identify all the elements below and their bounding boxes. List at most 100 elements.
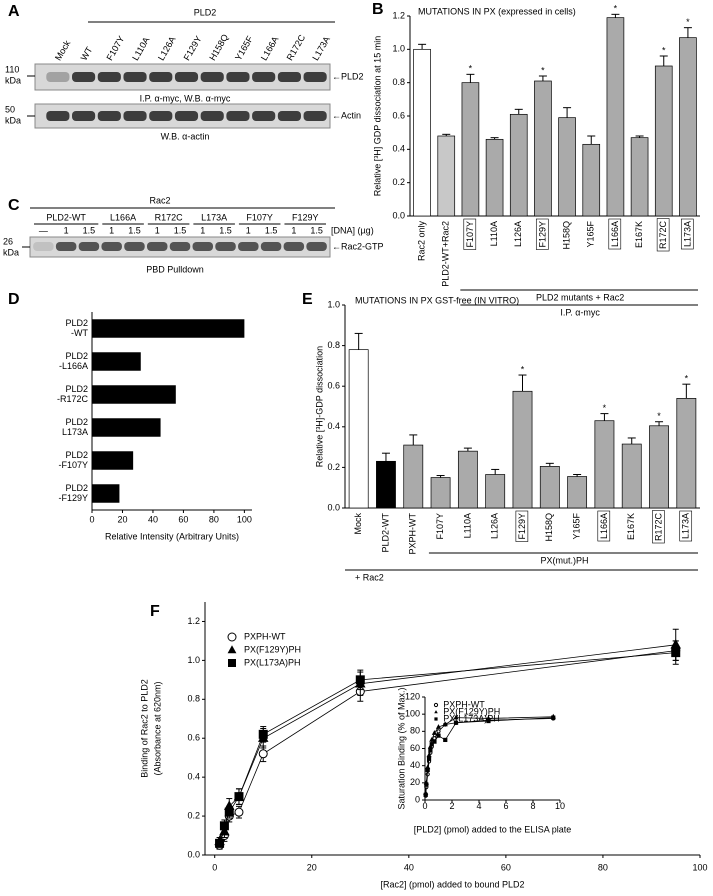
error-bar — [518, 374, 527, 392]
lane-label: Mock — [53, 38, 73, 62]
blot-header: PLD2 — [194, 7, 217, 17]
significance-marker: * — [521, 364, 525, 374]
y-tick-label: 0.4 — [327, 421, 340, 431]
point — [432, 739, 437, 744]
x-tick-label: 0 — [89, 514, 94, 524]
error-bar — [436, 475, 445, 478]
bar — [679, 37, 697, 217]
point — [671, 648, 681, 658]
bar — [582, 143, 601, 217]
error-bar — [563, 107, 572, 118]
band — [146, 242, 168, 251]
point — [424, 782, 429, 787]
y-tick-label: 0.2 — [327, 462, 340, 472]
y-tick-label: 1.0 — [327, 299, 340, 309]
mw-marker: 110 — [5, 64, 19, 74]
lane-label: R172C — [285, 32, 308, 62]
bar — [92, 319, 245, 338]
bar — [539, 466, 560, 509]
mw-marker: kDa — [3, 247, 19, 257]
band — [72, 111, 96, 121]
y-tick-label: 1.0 — [392, 44, 405, 54]
error-bar — [682, 383, 691, 399]
point — [442, 721, 448, 727]
y-tick-label: -L166A — [59, 361, 88, 371]
band — [124, 242, 145, 251]
chart-title: MUTATIONS IN PX (expressed in cells) — [418, 6, 576, 16]
band — [277, 111, 301, 121]
bar — [92, 352, 141, 371]
bar — [485, 138, 504, 217]
y-tick-label: PLD2 — [65, 483, 88, 493]
group-sub-label: + Rac2 — [355, 572, 384, 582]
point — [431, 730, 438, 735]
y-tick-label: L173A — [62, 427, 88, 437]
y-tick-label: 0.6 — [327, 381, 340, 391]
blot-caption: PBD Pulldown — [146, 264, 204, 274]
band — [55, 242, 77, 251]
y-tick-label: -R172C — [57, 394, 89, 404]
legend-label: PX(F129Y)PH — [244, 644, 301, 654]
legend-marker — [434, 710, 438, 714]
point — [426, 756, 432, 761]
x-tick-label: 0 — [422, 801, 427, 811]
band — [306, 242, 327, 251]
dose-label: 1.5 — [265, 225, 278, 235]
y-tick-label: 80 — [410, 726, 420, 736]
bar — [654, 65, 673, 217]
point — [435, 724, 442, 729]
y-tick-label: 0.8 — [392, 77, 405, 87]
x-tick-label: 20 — [117, 514, 127, 524]
y-tick-label: PLD2 — [65, 351, 88, 361]
dose-label: 1 — [246, 225, 251, 235]
y-tick-label: PLD2 — [65, 318, 88, 328]
panel-letter: B — [372, 1, 384, 18]
x-tick-label: L110A — [462, 513, 472, 538]
band — [252, 111, 276, 121]
error-bar — [635, 135, 644, 138]
band — [200, 72, 224, 82]
group-label: PX(mut.)PH — [540, 555, 588, 565]
mw-marker: kDa — [5, 75, 21, 85]
x-tick-label: L173A — [681, 513, 691, 539]
significance-marker: * — [686, 17, 690, 27]
y-tick-label: 0.0 — [327, 502, 340, 512]
x-tick-label: F107Y — [465, 221, 475, 248]
point — [258, 749, 268, 759]
dose-label: 1.5 — [83, 225, 96, 235]
y-tick-label: -F107Y — [58, 460, 88, 470]
blot-caption: I.P. α-myc, W.B. α-myc — [140, 93, 231, 103]
error-bar — [655, 421, 664, 426]
mw-marker: kDa — [5, 115, 21, 125]
y-tick-label: 0.2 — [187, 810, 200, 820]
x-tick-label: H158Q — [561, 221, 571, 250]
y-tick-label: -F129Y — [58, 493, 88, 503]
bar — [630, 137, 649, 217]
lane-label: H158Q — [207, 32, 230, 62]
band — [123, 72, 147, 82]
y-tick-label: 0.6 — [187, 733, 200, 743]
y-axis-label: Relative [³H] GDP dissociation at 15 min — [372, 36, 382, 196]
point — [219, 821, 229, 831]
x-tick-label: L110A — [489, 221, 499, 246]
error-bar — [587, 135, 596, 145]
y-axis-label: Binding of Rac2 to PLD2 — [139, 679, 149, 778]
fit-line — [425, 716, 554, 794]
significance-marker: * — [614, 4, 618, 14]
bar — [430, 477, 451, 509]
legend-label: PX(F129Y)PH — [443, 706, 500, 716]
bar — [558, 117, 576, 217]
error-bar — [573, 474, 582, 477]
band — [169, 242, 191, 251]
dose-label: 1 — [64, 225, 69, 235]
x-tick-label: 10 — [555, 801, 565, 811]
band — [303, 72, 327, 82]
x-tick-label: 2 — [449, 801, 454, 811]
panel-letter: C — [8, 197, 20, 214]
band — [97, 72, 121, 82]
band — [277, 72, 301, 82]
point — [423, 792, 428, 797]
panel-letter: F — [150, 603, 160, 620]
x-tick-label: L173A — [682, 221, 692, 247]
